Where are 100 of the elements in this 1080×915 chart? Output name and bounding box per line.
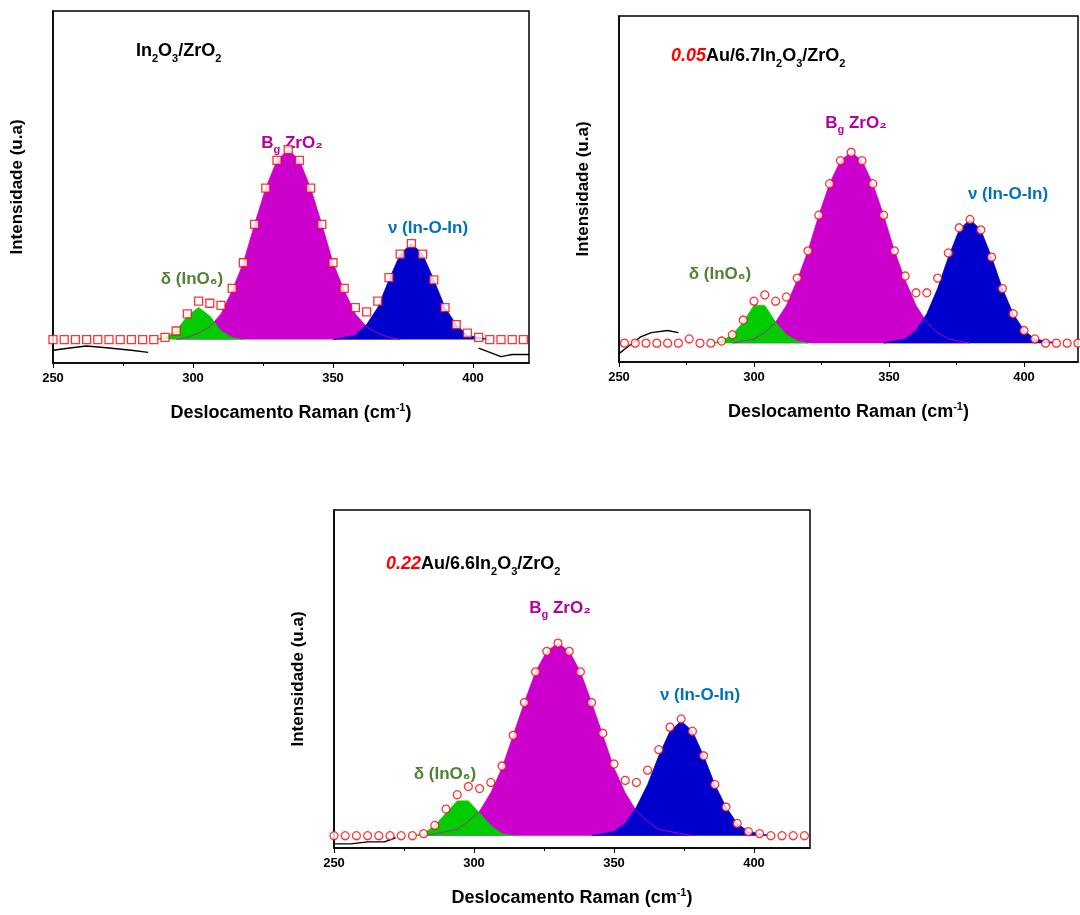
point <box>104 334 114 345</box>
point <box>814 210 824 220</box>
point <box>943 248 954 258</box>
point <box>652 338 662 348</box>
point <box>519 697 530 708</box>
annotation: ν (In-O-In) <box>387 217 469 237</box>
point <box>1062 338 1072 348</box>
point <box>518 334 529 345</box>
point <box>857 156 867 166</box>
point <box>261 183 271 193</box>
point <box>1008 309 1018 319</box>
point <box>911 288 921 298</box>
point <box>329 831 339 841</box>
annotation: ν (In-O-In) <box>659 684 741 704</box>
point <box>575 667 586 677</box>
point <box>835 156 846 166</box>
x-tick-label: 300 <box>463 855 485 870</box>
point <box>59 334 69 345</box>
point <box>374 831 384 841</box>
x-tick-label: 350 <box>322 370 344 385</box>
point <box>716 336 727 346</box>
point <box>922 288 932 298</box>
point <box>754 829 765 839</box>
point <box>698 751 709 761</box>
x-tick-label: 250 <box>608 369 630 384</box>
point <box>149 334 159 345</box>
point <box>70 334 81 345</box>
point <box>48 334 58 345</box>
point <box>272 155 282 165</box>
point <box>609 759 619 769</box>
point <box>429 275 439 285</box>
point <box>889 246 900 256</box>
x-tick-label: 400 <box>743 855 765 870</box>
point <box>507 334 517 345</box>
point <box>654 745 664 755</box>
point <box>305 183 316 193</box>
point <box>407 831 418 841</box>
point <box>868 179 878 189</box>
annotation: δ (InO₆) <box>688 263 752 283</box>
point <box>462 328 473 338</box>
point <box>727 330 738 340</box>
point <box>553 638 563 648</box>
y-axis-title: Intensidade (u.a) <box>288 611 307 747</box>
point <box>508 730 518 740</box>
point <box>997 283 1008 294</box>
point <box>673 338 684 348</box>
point <box>238 258 249 268</box>
point <box>294 155 305 165</box>
point <box>406 238 417 249</box>
point <box>1040 338 1051 348</box>
point <box>631 777 642 788</box>
point <box>384 273 394 283</box>
y-axis-title: Intensidade (u.a) <box>573 121 592 257</box>
point <box>463 781 474 792</box>
annotation: δ (InO₆) <box>413 763 477 783</box>
x-tick-label: 350 <box>603 855 625 870</box>
point <box>630 338 640 348</box>
point <box>440 302 450 313</box>
point <box>395 249 405 259</box>
point <box>417 249 428 259</box>
point <box>542 646 552 656</box>
point <box>361 307 372 317</box>
point <box>766 831 776 841</box>
point <box>586 697 597 708</box>
point <box>641 338 651 348</box>
point <box>451 319 461 330</box>
annotation: δ (InO₆) <box>160 268 224 288</box>
x-tick-label: 300 <box>743 369 765 384</box>
point <box>695 338 705 348</box>
point <box>976 225 986 235</box>
point <box>373 296 383 306</box>
point <box>878 210 889 220</box>
point <box>721 802 731 812</box>
point <box>317 219 327 229</box>
point <box>430 820 440 831</box>
point <box>706 338 716 348</box>
point <box>965 214 975 225</box>
point <box>249 219 260 229</box>
point <box>205 298 215 308</box>
point <box>396 831 406 841</box>
point <box>662 338 673 348</box>
point <box>687 726 698 736</box>
point <box>497 761 507 771</box>
point <box>452 790 462 800</box>
point <box>760 290 770 300</box>
point <box>710 779 720 790</box>
point <box>788 831 798 841</box>
point <box>986 252 997 262</box>
point <box>496 334 506 345</box>
point <box>340 831 350 841</box>
point <box>126 334 137 345</box>
point <box>160 332 170 343</box>
point <box>1019 325 1029 336</box>
point <box>473 332 484 343</box>
point <box>732 818 742 829</box>
point <box>738 315 748 325</box>
x-tick-label: 300 <box>182 370 204 385</box>
point <box>115 334 125 345</box>
point <box>676 714 686 724</box>
point <box>485 334 495 345</box>
